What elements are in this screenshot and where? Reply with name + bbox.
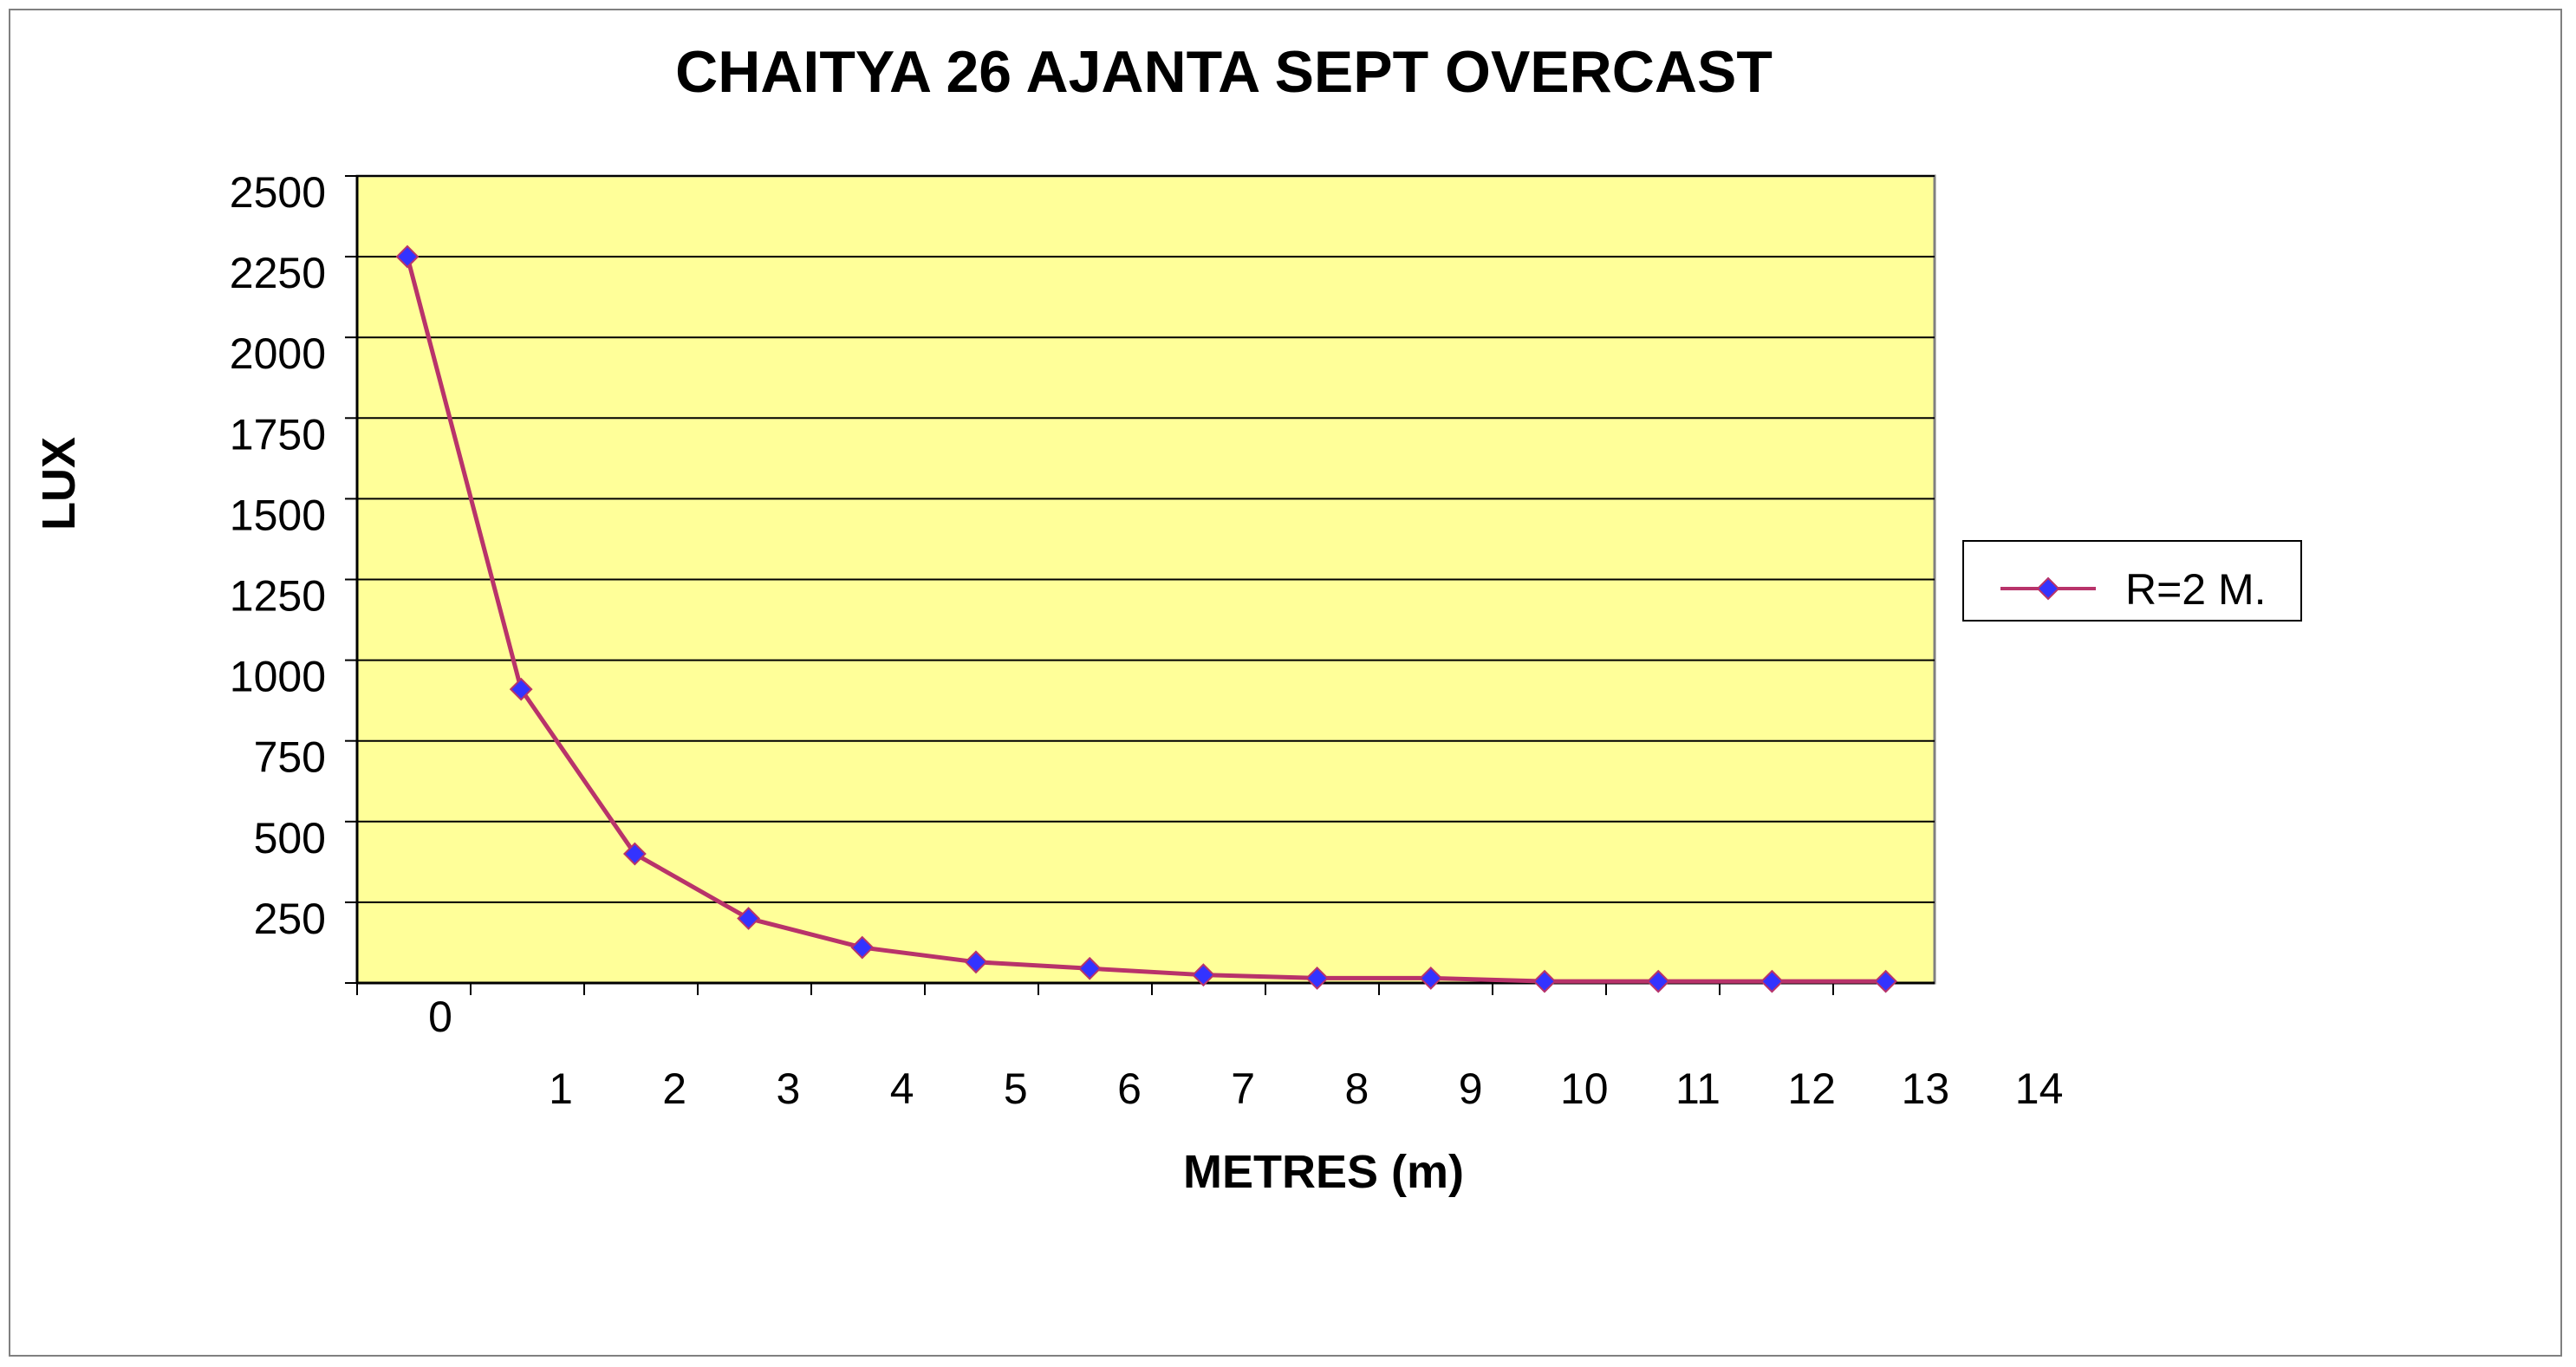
x-tick-label: 6 <box>1117 1064 1142 1113</box>
data-point <box>622 842 647 866</box>
data-point <box>509 677 533 701</box>
data-point <box>737 907 761 930</box>
y-tick-label: 500 <box>254 814 326 863</box>
data-point <box>1305 966 1330 990</box>
y-tick-label: 250 <box>254 895 326 943</box>
data-point <box>1419 966 1443 990</box>
y-tick-label: 1250 <box>230 572 326 621</box>
y-tick-label: 2500 <box>230 168 326 217</box>
y-tick-label: 1000 <box>230 653 326 701</box>
x-tick-label: 7 <box>1231 1064 1255 1113</box>
x-tick-label: 1 <box>549 1064 573 1113</box>
data-point <box>395 244 420 269</box>
x-tick-label: 10 <box>1560 1064 1609 1113</box>
series-line <box>405 256 1886 984</box>
x-axis-title: METRES (m) <box>1183 1146 1464 1198</box>
legend: R=2 M. <box>1962 540 2302 622</box>
chart-title: CHAITYA 26 AJANTA SEPT OVERCAST <box>675 39 1773 105</box>
x-tick-label: 5 <box>1004 1064 1028 1113</box>
x-tick-label: 4 <box>890 1064 914 1113</box>
y-tick-label: 750 <box>254 733 326 782</box>
data-point <box>964 950 988 974</box>
x-tick-label: 8 <box>1344 1064 1369 1113</box>
x-tick-label: 3 <box>776 1064 800 1113</box>
data-point <box>1760 969 1784 993</box>
x-tick-label: 13 <box>1902 1064 1950 1113</box>
data-point <box>850 935 875 960</box>
x-tick-label: 2 <box>662 1064 686 1113</box>
y-axis-title: LUX <box>33 437 85 531</box>
x-tick-label: 9 <box>1459 1064 1483 1113</box>
x-tick-label: 12 <box>1787 1064 1836 1113</box>
y-tick-label: 2000 <box>230 329 326 378</box>
y-tick-label: 2250 <box>230 249 326 297</box>
x-tick-label: 14 <box>2015 1064 2064 1113</box>
legend-marker-swatch <box>2036 576 2060 601</box>
data-point <box>1646 969 1670 993</box>
legend-label: R=2 M. <box>2125 565 2267 614</box>
y-tick-label: 1500 <box>230 491 326 539</box>
data-point <box>1874 969 1898 993</box>
x-tick-label: 11 <box>1675 1064 1721 1113</box>
data-point <box>1532 969 1557 993</box>
data-point <box>1191 963 1215 987</box>
data-point <box>1077 956 1102 980</box>
legend-box <box>1962 540 2302 622</box>
y-tick-label: 1750 <box>230 410 326 459</box>
x-tick-label: 0 <box>428 993 452 1041</box>
